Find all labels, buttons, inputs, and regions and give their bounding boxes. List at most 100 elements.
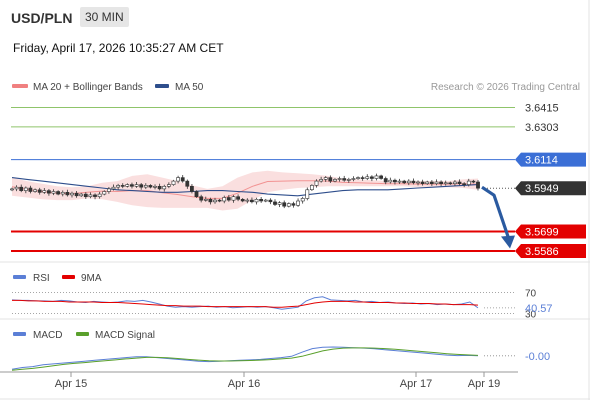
candle-body: [102, 191, 107, 195]
candle-body: [388, 179, 393, 183]
candle-body: [443, 182, 448, 185]
ma20-line: [11, 180, 479, 199]
interval-badge[interactable]: 30 MIN: [80, 7, 129, 27]
candle-body: [56, 191, 61, 195]
candle-body: [46, 190, 51, 194]
candle-body: [402, 180, 407, 184]
candle-body: [199, 196, 204, 201]
ma50-line: [11, 177, 479, 197]
candle-body: [286, 203, 291, 207]
candle-body: [254, 199, 259, 203]
candle-body: [203, 199, 208, 201]
candle-body: [148, 185, 153, 188]
candle-body: [356, 177, 360, 179]
candle-body: [282, 202, 287, 207]
rsi-ma-legend-swatch: [62, 275, 75, 279]
candle-body: [397, 180, 402, 183]
candle-body: [346, 179, 351, 181]
candle-body: [471, 180, 476, 183]
candle-body: [369, 176, 374, 179]
candle-body: [365, 176, 370, 179]
macd-line: [11, 346, 479, 370]
rsi-ma-line: [12, 299, 479, 308]
candle-body: [296, 200, 300, 206]
candle-body: [323, 177, 328, 180]
candle-body: [176, 177, 181, 182]
candle-body: [194, 191, 199, 197]
candle-body: [300, 198, 305, 202]
candle-body: [37, 189, 42, 193]
candle-body: [79, 193, 84, 197]
candle-body: [277, 202, 282, 205]
macd-signal-legend-swatch: [76, 332, 89, 336]
candle-body: [171, 180, 176, 185]
candle-body: [10, 188, 14, 191]
candle-body: [309, 185, 314, 190]
candle-body: [448, 182, 453, 185]
candle-body: [111, 186, 116, 190]
candle-body: [337, 178, 342, 180]
macd-legend-swatch: [13, 332, 26, 336]
candle-body: [291, 203, 296, 206]
forecast-arrow-shaft: [481, 185, 510, 237]
candle-body: [162, 186, 167, 190]
candle-body: [42, 190, 47, 193]
pivot-level-tag: [515, 152, 586, 167]
timestamp: Friday, April 17, 2026 10:35:27 AM CET: [13, 41, 224, 55]
candle-body: [351, 178, 356, 180]
candle-body: [153, 186, 157, 188]
candle-body: [319, 179, 324, 182]
symbol-title: USD/PLN: [11, 10, 73, 26]
candle-body: [383, 178, 388, 183]
candle-body: [420, 181, 425, 185]
candle-body: [429, 181, 434, 185]
candle-body: [245, 199, 250, 202]
candle-body: [231, 196, 236, 201]
candle-body: [476, 181, 480, 189]
candle-body: [305, 189, 310, 199]
candle-body: [139, 184, 144, 188]
candle-body: [130, 184, 134, 187]
candle-body: [185, 180, 190, 187]
pivot-level-label: 3.6114: [525, 155, 558, 167]
candle-body: [416, 181, 420, 184]
rsi-level-label: 70: [525, 289, 537, 300]
candle-body: [33, 189, 38, 192]
candle-body: [342, 178, 347, 181]
rsi-legend-label: RSI: [33, 273, 50, 284]
candle-body: [314, 180, 319, 186]
rsi-value-label: 40.57: [525, 303, 553, 315]
candle-body: [462, 183, 467, 185]
candle-body: [143, 185, 148, 188]
candle-body: [263, 199, 268, 202]
rsi-legend-swatch: [13, 275, 26, 279]
candle-body: [217, 199, 222, 202]
support-level-tag: [515, 244, 586, 259]
rsi-ma-legend-label: 9MA: [81, 273, 102, 284]
ma20-legend-label: MA 20 + Bollinger Bands: [33, 82, 143, 93]
candle-body: [273, 201, 277, 205]
candle-body: [60, 192, 65, 195]
candle-body: [97, 193, 102, 198]
candle-body: [213, 199, 217, 203]
x-axis-tick-label: Apr 17: [400, 378, 432, 390]
candle-body: [19, 186, 24, 191]
ma50-legend-label: MA 50: [175, 82, 204, 93]
macd-value-label: -0.00: [525, 351, 550, 363]
candle-body: [74, 192, 79, 197]
candle-body: [208, 199, 213, 203]
x-axis-tick-label: Apr 16: [228, 378, 260, 390]
x-axis-tick-label: Apr 19: [468, 378, 500, 390]
support-level-label: 3.5586: [525, 246, 559, 258]
candle-body: [93, 194, 97, 197]
candle-body: [222, 197, 227, 202]
candle-body: [360, 177, 365, 179]
current-level-label: 3.5949: [525, 183, 559, 195]
candle-body: [28, 187, 33, 192]
candle-body: [190, 186, 194, 192]
candle-body: [379, 175, 384, 179]
candle-body: [411, 180, 416, 184]
candle-body: [434, 181, 439, 185]
candle-body: [125, 184, 130, 187]
macd-signal-legend-label: MACD Signal: [95, 330, 155, 341]
